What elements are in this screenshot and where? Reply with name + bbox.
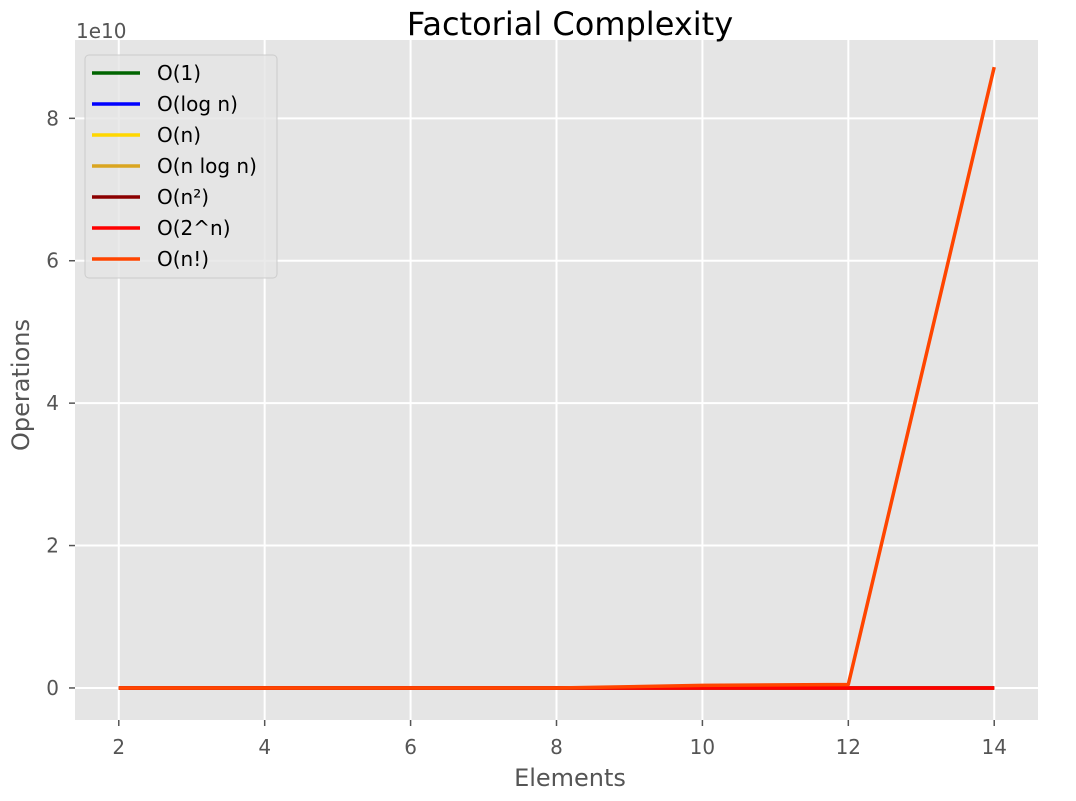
x-tick-label: 12 (836, 735, 861, 759)
x-axis-label: Elements (514, 764, 626, 792)
y-tick-label: 2 (46, 534, 59, 558)
y-tick-label: 6 (46, 249, 59, 273)
y-tick-label: 4 (46, 391, 59, 415)
x-tick-label: 10 (690, 735, 715, 759)
y-tick-label: 8 (46, 106, 59, 130)
series-lines (118, 66, 996, 690)
legend-label: O(n!) (157, 247, 209, 271)
x-axis-ticks: 2 4 6 8 10 12 14 (112, 720, 1007, 759)
legend-label: O(n²) (157, 185, 209, 209)
y-axis-label: Operations (7, 319, 35, 451)
legend-label: O(log n) (157, 92, 238, 116)
legend: O(1) O(log n) O(n) O(n log n) O(n²) O(2^n) O(n… (84, 54, 278, 279)
legend-frame (84, 54, 278, 279)
y-axis-offset-text: 1e10 (76, 19, 126, 43)
series-line-o-n (118, 66, 996, 690)
legend-items: O(1) O(log n) O(n) O(n log n) O(n²) O(2^n) O(n… (92, 61, 257, 271)
chart-title: Factorial Complexity (407, 5, 733, 43)
legend-label: O(n log n) (157, 154, 257, 178)
x-tick-label: 2 (112, 735, 125, 759)
x-tick-label: 6 (404, 735, 417, 759)
x-tick-label: 14 (982, 735, 1007, 759)
legend-label: O(2^n) (157, 216, 231, 240)
x-tick-label: 8 (550, 735, 563, 759)
x-tick-label: 4 (258, 735, 271, 759)
legend-label: O(1) (157, 61, 201, 85)
y-tick-label: 0 (46, 676, 59, 700)
y-axis-ticks: 0 2 4 6 8 (46, 106, 75, 700)
legend-label: O(n) (157, 123, 201, 147)
